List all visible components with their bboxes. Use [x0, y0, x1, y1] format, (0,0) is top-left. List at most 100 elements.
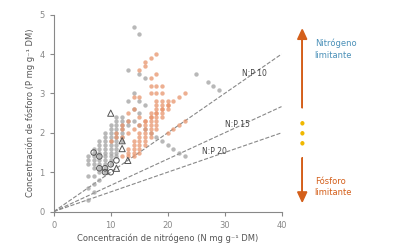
Point [135, 72, 142, 76]
Point [90, 174, 97, 178]
Point [85, 162, 91, 166]
Point [107, 151, 114, 154]
Point [147, 131, 154, 135]
Point [147, 123, 154, 127]
Point [113, 131, 119, 135]
Point [107, 158, 114, 162]
Point [119, 127, 125, 131]
Point [124, 123, 131, 127]
Point [107, 162, 114, 166]
Point [147, 111, 154, 115]
Point [96, 166, 102, 170]
Point [130, 95, 136, 99]
Point [147, 92, 154, 95]
Point [164, 131, 171, 135]
Point [90, 158, 97, 162]
Point [113, 123, 119, 127]
Point [124, 99, 131, 103]
Point [124, 111, 131, 115]
Point [141, 143, 148, 147]
Point [135, 68, 142, 72]
Point [170, 127, 176, 131]
Point [85, 174, 91, 178]
Point [135, 147, 142, 151]
Point [130, 107, 136, 111]
Point [90, 162, 97, 166]
Point [147, 56, 154, 60]
Point [176, 95, 182, 99]
Point [113, 143, 119, 147]
Point [107, 131, 114, 135]
Point [107, 123, 114, 127]
Point [90, 182, 97, 186]
Point [107, 170, 114, 174]
Point [119, 139, 125, 143]
Point [96, 154, 102, 158]
Point [90, 190, 97, 194]
Point [102, 158, 108, 162]
Point [164, 143, 171, 147]
Point [147, 76, 154, 80]
Point [130, 107, 136, 111]
Point [147, 127, 154, 131]
Point [130, 127, 136, 131]
Point [181, 119, 188, 123]
Point [113, 147, 119, 151]
Point [124, 119, 131, 123]
Point [119, 139, 125, 143]
Point [113, 154, 119, 158]
Point [135, 131, 142, 135]
Point [107, 143, 114, 147]
Point [158, 139, 165, 143]
Point [124, 131, 131, 135]
Point [124, 68, 131, 72]
Point [130, 143, 136, 147]
Point [147, 131, 154, 135]
Point [135, 139, 142, 143]
Text: N:P 20: N:P 20 [202, 147, 226, 156]
Point [102, 151, 108, 154]
Point [141, 60, 148, 64]
Point [107, 162, 114, 166]
Point [135, 32, 142, 36]
Point [107, 135, 114, 139]
Point [102, 170, 108, 174]
Point [147, 135, 154, 139]
Point [147, 115, 154, 119]
Point [192, 72, 199, 76]
Point [102, 139, 108, 143]
Point [164, 107, 171, 111]
Point [215, 88, 222, 92]
Point [107, 139, 114, 143]
Text: N:P 15: N:P 15 [224, 120, 249, 129]
Point [113, 135, 119, 139]
Y-axis label: Concentración de fósforo (P mg g⁻¹ DM): Concentración de fósforo (P mg g⁻¹ DM) [26, 29, 35, 197]
Point [130, 154, 136, 158]
Point [96, 178, 102, 182]
Point [119, 147, 125, 151]
Point [141, 64, 148, 68]
Point [181, 154, 188, 158]
Point [170, 147, 176, 151]
Point [102, 154, 108, 158]
Point [158, 107, 165, 111]
Point [90, 147, 97, 151]
Text: ●: ● [299, 140, 304, 145]
Point [204, 80, 210, 84]
Point [135, 115, 142, 119]
Point [119, 115, 125, 119]
Point [119, 119, 125, 123]
Point [141, 131, 148, 135]
Point [107, 154, 114, 158]
Point [102, 166, 108, 170]
Point [113, 151, 119, 154]
Text: Fósforo
limitante: Fósforo limitante [314, 177, 351, 197]
Point [141, 127, 148, 131]
Point [119, 131, 125, 135]
Point [135, 123, 142, 127]
Point [153, 92, 159, 95]
Point [90, 166, 97, 170]
Point [170, 99, 176, 103]
Point [158, 99, 165, 103]
Point [113, 139, 119, 143]
